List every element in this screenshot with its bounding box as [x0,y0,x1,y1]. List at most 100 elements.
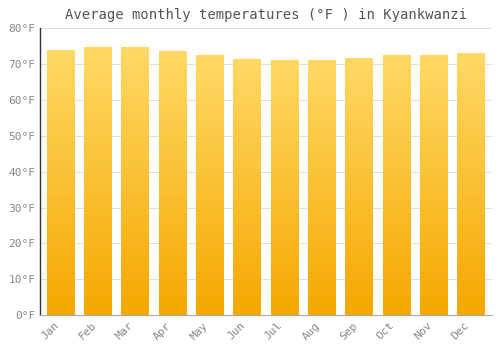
Bar [196,311,224,315]
Bar [345,165,373,169]
Bar [345,311,373,315]
Bar [308,298,336,303]
Bar [457,136,485,140]
Bar [46,307,74,311]
Bar [308,252,336,256]
Bar [420,103,448,107]
Bar [196,207,224,211]
Bar [308,170,336,175]
Bar [382,116,410,120]
Bar [84,132,112,137]
Bar [382,198,410,202]
Bar [84,248,112,253]
Bar [158,240,186,245]
Bar [158,227,186,232]
Bar [84,163,112,168]
Bar [84,239,112,244]
Bar [234,268,262,273]
Bar [457,241,485,245]
Bar [308,153,336,158]
Bar [196,272,224,276]
Bar [420,85,448,89]
Bar [122,168,150,173]
Bar [308,85,336,90]
Bar [158,236,186,240]
Bar [234,302,262,307]
Bar [234,298,262,302]
Bar [84,83,112,88]
Bar [234,114,262,119]
Bar [158,51,186,55]
Bar [122,239,150,244]
Bar [122,275,150,280]
Bar [158,249,186,254]
Bar [158,73,186,77]
Bar [345,260,373,264]
Bar [457,75,485,79]
Bar [382,68,410,72]
Bar [457,237,485,241]
Bar [270,111,298,115]
Bar [158,271,186,276]
Bar [308,243,336,247]
Bar [308,119,336,124]
Bar [382,55,410,59]
Bar [420,68,448,72]
Bar [308,307,336,311]
Bar [420,259,448,263]
Bar [158,77,186,82]
Bar [196,111,224,116]
Bar [46,165,74,169]
Bar [308,273,336,277]
Bar [270,234,298,239]
Bar [84,70,112,74]
Bar [158,82,186,86]
Bar [420,276,448,281]
Bar [420,233,448,237]
Bar [457,97,485,101]
Bar [270,205,298,209]
Bar [234,243,262,247]
Bar [122,217,150,222]
Bar [158,156,186,161]
Bar [457,189,485,193]
Bar [158,90,186,95]
Bar [382,72,410,76]
Bar [457,105,485,110]
Bar [234,204,262,208]
Bar [46,275,74,280]
Bar [46,54,74,59]
Bar [420,55,448,59]
Bar [420,220,448,224]
Bar [84,275,112,280]
Bar [308,183,336,188]
Bar [196,276,224,281]
Bar [420,185,448,189]
Bar [196,155,224,159]
Bar [270,60,298,64]
Bar [457,206,485,210]
Bar [345,208,373,212]
Bar [457,263,485,267]
Bar [457,219,485,224]
Bar [122,79,150,83]
Bar [234,273,262,277]
Bar [84,293,112,298]
Bar [420,128,448,133]
Bar [46,99,74,103]
Bar [234,131,262,136]
Bar [196,163,224,168]
Bar [270,230,298,235]
Bar [345,169,373,174]
Bar [270,124,298,128]
Bar [234,76,262,80]
Bar [270,128,298,132]
Bar [270,136,298,141]
Bar [270,192,298,196]
Bar [234,213,262,217]
Bar [158,55,186,60]
Bar [457,232,485,237]
Bar [420,198,448,202]
Bar [270,256,298,260]
Bar [457,119,485,123]
